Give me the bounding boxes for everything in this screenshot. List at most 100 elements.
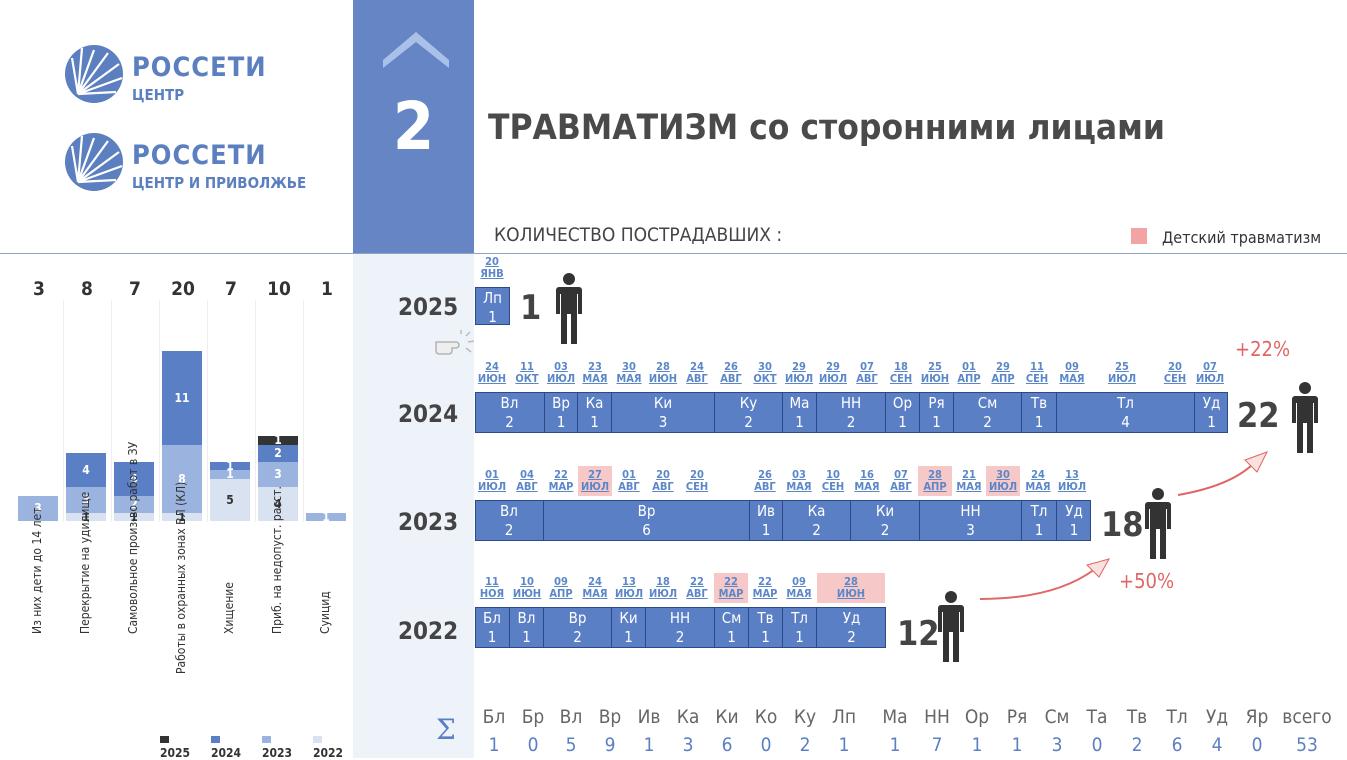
category-label: Работы в охранных зонах ВЛ (КЛ)	[174, 481, 188, 674]
incident-date-link[interactable]: 04 АВГ	[516, 468, 538, 493]
region-cell: Вр 6	[544, 501, 750, 540]
incident-date-link[interactable]: 22 МАР	[548, 468, 574, 493]
incident-date-link[interactable]: 09 МАЯ	[786, 575, 812, 600]
incident-date-link[interactable]: 03 МАЯ	[786, 468, 812, 493]
region-code: Тв	[757, 609, 774, 627]
year-label-2024: 2024	[398, 400, 459, 428]
category-label: Из них дети до 14 лет	[30, 507, 44, 634]
incident-date-link[interactable]: 21 МАЯ	[956, 468, 982, 493]
bar-segment-2024: 11	[162, 351, 202, 445]
incident-date-link[interactable]: 20 ЯНВ	[480, 255, 504, 280]
incident-date-link[interactable]: 20 СЕН	[685, 468, 709, 493]
region-code: НН	[960, 502, 981, 520]
region-cell: Ки 3	[612, 393, 715, 432]
bar-segment-2023: 8	[162, 444, 202, 513]
incident-date-link[interactable]: 29 ИЮЛ	[818, 360, 848, 385]
summary-head: Тв	[1126, 706, 1148, 728]
incident-date-link[interactable]: 03 ИЮЛ	[546, 360, 576, 385]
trend-arrow-icon	[1177, 451, 1269, 496]
incident-date-link[interactable]: 26 АВГ	[754, 468, 776, 493]
summary-head: Тл	[1166, 706, 1188, 728]
incident-date-link[interactable]: 07 АВГ	[856, 360, 878, 385]
logo-sub: ЦЕНТР	[132, 86, 185, 104]
region-cell: См 1	[715, 608, 749, 647]
region-code: Тл	[1030, 502, 1048, 520]
incident-date-link[interactable]: 24 АВГ	[686, 360, 708, 385]
incident-date-link[interactable]: 22 АВГ	[686, 575, 708, 600]
category-total: 10	[267, 278, 291, 300]
summary-value: 1	[838, 734, 850, 756]
incident-date-link[interactable]: 01 ИЮЛ	[477, 468, 507, 493]
region-count: 1	[487, 628, 497, 646]
incident-date-link[interactable]: 07 АВГ	[890, 468, 912, 493]
incident-date-link[interactable]: 30 МАЯ	[616, 360, 642, 385]
incident-date-link[interactable]: 01 АПР	[957, 360, 981, 385]
incident-date-link[interactable]: 30 ОКТ	[753, 360, 777, 385]
incident-date-link[interactable]: 29 АПР	[991, 360, 1015, 385]
incident-date-link[interactable]: 24 ИЮН	[477, 360, 507, 385]
incident-date-link[interactable]: 10 ИЮН	[512, 575, 542, 600]
summary-head: Вр	[598, 706, 622, 728]
summary-head: Яр	[1245, 706, 1269, 728]
person-icon	[1292, 382, 1318, 453]
rosseti-logo-icon	[65, 45, 123, 103]
incident-date-link[interactable]: 18 СЕН	[889, 360, 913, 385]
incident-date-link[interactable]: 24 МАЯ	[582, 575, 608, 600]
incident-date-link[interactable]: 22 МАР	[714, 573, 748, 603]
incident-date-link[interactable]: 18 ИЮЛ	[648, 575, 678, 600]
count-label: КОЛИЧЕСТВО ПОСТРАДАВШИХ :	[494, 224, 783, 246]
incident-date-link[interactable]: 30 ИЮЛ	[986, 466, 1020, 496]
timeline-bar-2022: Бл 1 Вл 1 Вр 2 Ки 1 НН 2 См 1 Тв 1 Тл 1 Уд 2	[475, 607, 886, 648]
incident-date-link[interactable]: 28 АПР	[918, 466, 952, 496]
incident-date-link[interactable]: 13 ИЮЛ	[614, 575, 644, 600]
total-2022: 12	[897, 614, 940, 654]
incident-date-link[interactable]: 11 СЕН	[1025, 360, 1049, 385]
incident-date-link[interactable]: 28 ИЮН	[817, 573, 885, 603]
incident-date-link[interactable]: 25 ИЮЛ	[1107, 360, 1137, 385]
incident-date-link[interactable]: 29 ИЮЛ	[784, 360, 814, 385]
incident-date-link[interactable]: 09 АПР	[549, 575, 573, 600]
incident-date-link[interactable]: 07 ИЮЛ	[1195, 360, 1225, 385]
incident-date-link[interactable]: 25 ИЮН	[920, 360, 950, 385]
summary-value: 7	[931, 734, 943, 756]
summary-head: Ма	[882, 706, 908, 728]
incident-date-link[interactable]: 24 МАЯ	[1025, 468, 1051, 493]
incident-date-link[interactable]: 10 СЕН	[821, 468, 845, 493]
incident-date-link[interactable]: 20 СЕН	[1163, 360, 1187, 385]
incident-date-link[interactable]: 11 НОЯ	[479, 575, 505, 600]
region-cell: НН 3	[920, 501, 1022, 540]
incident-date-link[interactable]: 11 ОКТ	[515, 360, 539, 385]
region-count: 1	[1069, 521, 1079, 539]
incident-date-link[interactable]: 09 МАЯ	[1059, 360, 1085, 385]
region-count: 1	[898, 413, 907, 431]
incident-date-link[interactable]: 20 АВГ	[652, 468, 674, 493]
region-cell: Уд 2	[817, 608, 886, 647]
chevron-up-icon[interactable]	[383, 26, 449, 68]
region-count: 2	[504, 521, 514, 539]
pointer-hand-icon[interactable]	[432, 330, 482, 358]
region-count: 2	[505, 413, 514, 431]
summary-head: Ко	[754, 706, 778, 728]
summary-head: Уд	[1205, 706, 1229, 728]
region-cell: Тл 4	[1057, 393, 1195, 432]
incident-date-link[interactable]: 27 ИЮЛ	[578, 466, 612, 496]
incident-date-link[interactable]: 23 МАЯ	[582, 360, 608, 385]
incident-date-link[interactable]: 28 ИЮН	[648, 360, 678, 385]
region-code: Ря	[928, 394, 945, 412]
summary-head: Ор	[964, 706, 990, 728]
bar-segment-2025: 1	[258, 433, 298, 447]
summary-value: 6	[1171, 734, 1183, 756]
incident-date-link[interactable]: 26 АВГ	[720, 360, 742, 385]
region-count: 6	[642, 521, 651, 539]
legend-item-2023: 2023	[262, 732, 299, 760]
summary-value: 9	[604, 734, 616, 756]
incident-date-link[interactable]: 13 ИЮЛ	[1057, 468, 1087, 493]
region-cell: НН 2	[817, 393, 886, 432]
region-count: 4	[1121, 413, 1130, 431]
region-code: Уд	[1202, 394, 1221, 412]
logo-name: РОССЕТИ	[132, 140, 267, 171]
region-cell: Ка 2	[783, 501, 851, 540]
incident-date-link[interactable]: 22 МАР	[752, 575, 778, 600]
incident-date-link[interactable]: 01 АВГ	[618, 468, 640, 493]
incident-date-link[interactable]: 16 МАЯ	[854, 468, 880, 493]
